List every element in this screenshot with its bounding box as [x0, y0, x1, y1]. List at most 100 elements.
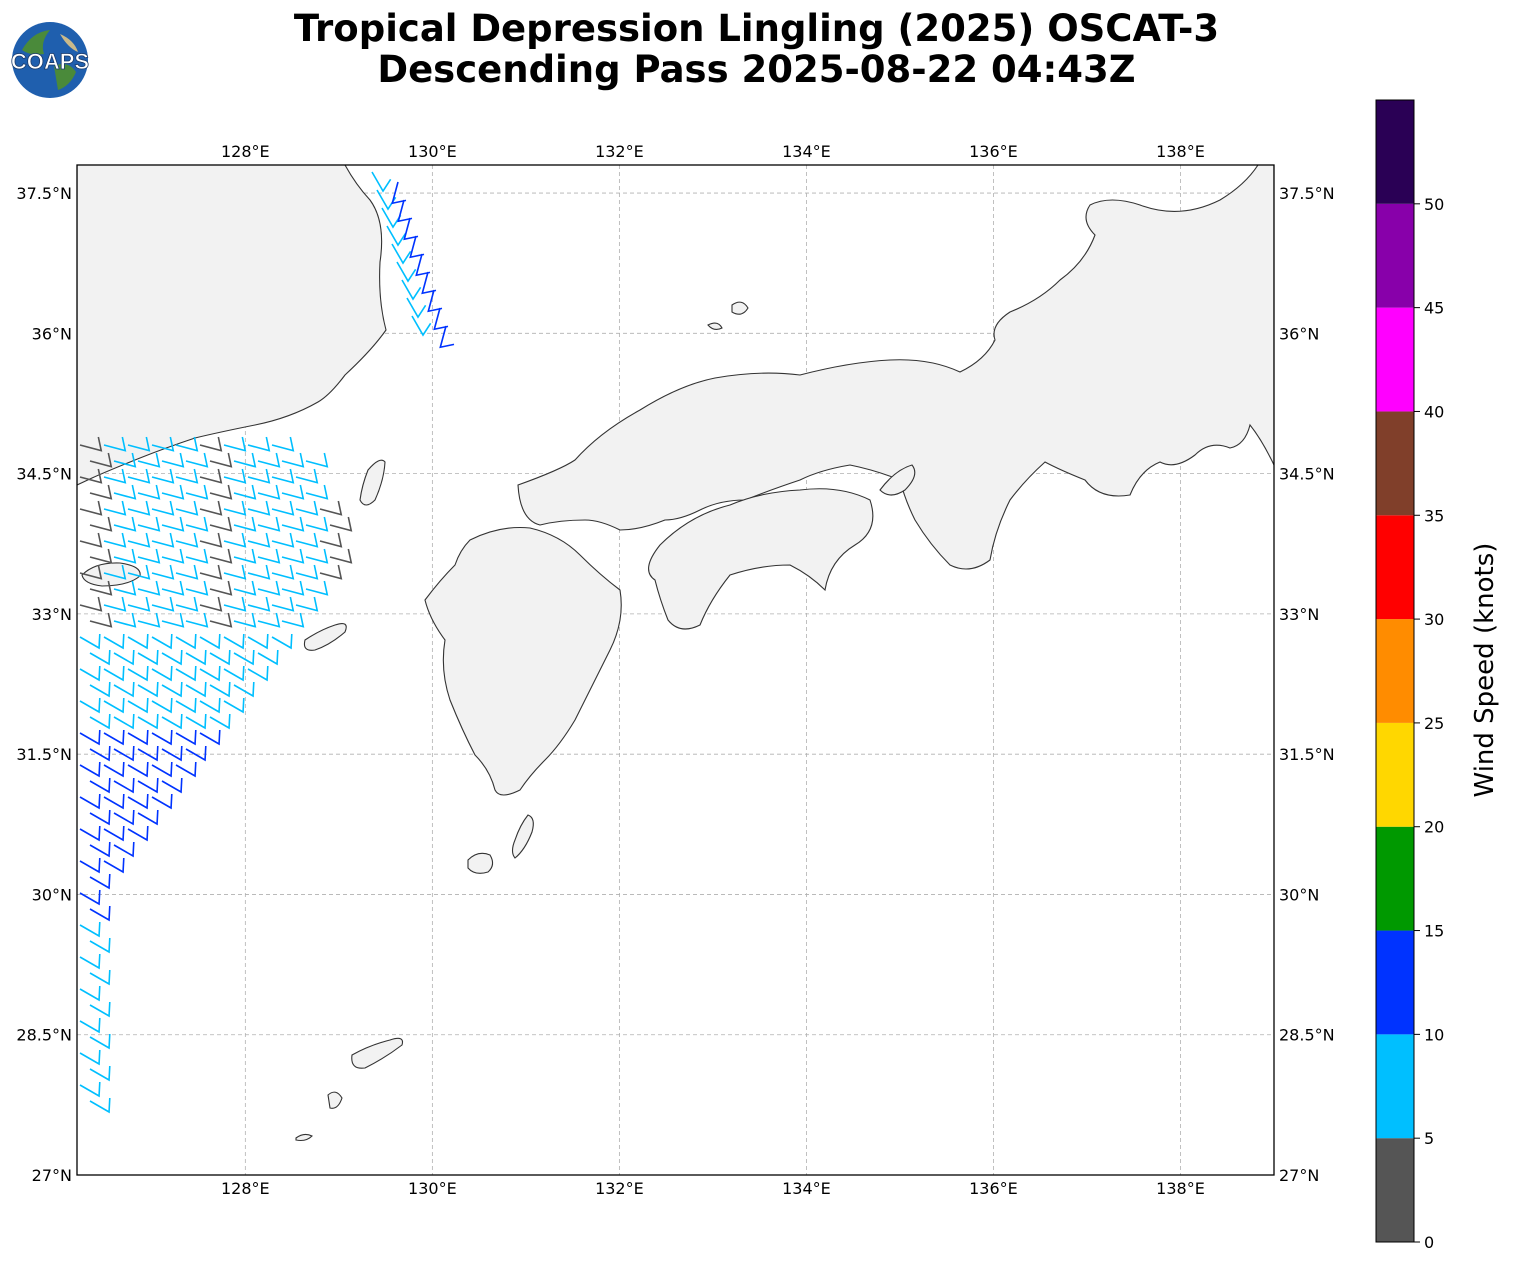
logo-text: COAPS — [11, 49, 89, 74]
lat-tick-label-left: 34.5°N — [16, 465, 72, 484]
wind-barb — [271, 468, 295, 484]
wind-barb — [295, 564, 319, 580]
wind-barb — [247, 564, 271, 580]
wind-barb — [127, 564, 151, 580]
wind-barb — [396, 261, 417, 283]
wind-barb — [89, 548, 113, 564]
lat-tick-label-right: 31.5°N — [1279, 745, 1335, 764]
lat-tick-label-left: 37.5°N — [16, 184, 72, 203]
wind-barb — [233, 516, 257, 532]
land-awaji — [879, 464, 916, 496]
wind-barb — [161, 612, 185, 628]
wind-barb — [371, 171, 392, 193]
land-yakushima — [467, 852, 494, 874]
wind-barb — [175, 436, 199, 452]
land-amami — [351, 1037, 404, 1069]
wind-barb — [103, 532, 127, 548]
wind-barb — [223, 436, 247, 452]
wind-barb — [89, 681, 111, 698]
wind-barb — [127, 633, 149, 650]
wind-barbs — [79, 171, 455, 1114]
wind-barb — [271, 500, 295, 516]
wind-barb — [397, 199, 413, 223]
wind-barb — [233, 452, 257, 468]
lat-tick-label-right: 28.5°N — [1279, 1026, 1335, 1045]
lon-tick-label-top: 134°E — [782, 142, 831, 161]
colorbar-label: Wind Speed (knots) — [1470, 542, 1500, 798]
wind-barb — [223, 468, 247, 484]
lon-tick-label-top: 136°E — [969, 142, 1018, 161]
wind-barb — [151, 633, 173, 650]
wind-barb — [151, 596, 175, 612]
wind-barb — [257, 649, 279, 666]
wind-barb — [79, 500, 103, 516]
wind-barb — [113, 580, 137, 596]
wind-barb — [305, 548, 329, 564]
wind-barb — [161, 548, 185, 564]
wind-barb — [79, 436, 103, 452]
wind-barb — [79, 1081, 101, 1098]
lon-tick-label-bottom: 128°E — [221, 1179, 270, 1198]
wind-barb — [89, 580, 113, 596]
wind-barb — [185, 548, 209, 564]
coaps-logo: COAPS — [10, 22, 90, 98]
wind-barb — [175, 596, 199, 612]
wind-barb — [175, 468, 199, 484]
wind-barb — [161, 452, 185, 468]
wind-barb — [89, 937, 111, 954]
lat-tick-label-right: 27°N — [1279, 1166, 1319, 1185]
wind-barb — [79, 564, 103, 580]
wind-barb — [295, 500, 319, 516]
wind-barb — [199, 532, 223, 548]
land-oki — [707, 301, 749, 331]
wind-barb — [199, 500, 223, 516]
wind-barb — [329, 548, 353, 564]
lat-tick-label-right: 37.5°N — [1279, 184, 1335, 203]
wind-barb — [271, 436, 295, 452]
wind-barb — [329, 516, 353, 532]
wind-barb — [185, 484, 209, 500]
wind-barb — [103, 729, 125, 746]
wind-barb — [295, 468, 319, 484]
lat-tick-label-left: 36°N — [32, 324, 72, 343]
wind-barb — [79, 793, 101, 810]
wind-barb — [223, 633, 245, 650]
wind-barb — [199, 729, 221, 746]
land-tsushima — [359, 459, 386, 506]
wind-barb — [281, 612, 305, 628]
wind-barb — [247, 532, 271, 548]
wind-barb — [199, 436, 223, 452]
wind-barb — [223, 532, 247, 548]
wind-barb — [79, 857, 101, 874]
wind-barb — [103, 468, 127, 484]
wind-barb — [151, 500, 175, 516]
wind-barb — [223, 564, 247, 580]
land-goto — [303, 623, 347, 651]
wind-barb — [415, 253, 431, 277]
wind-barb — [161, 713, 183, 730]
wind-barb — [257, 516, 281, 532]
lon-tick-label-bottom: 134°E — [782, 1179, 831, 1198]
wind-barb — [113, 649, 135, 666]
land-tokunoshima — [327, 1091, 343, 1109]
wind-barb — [199, 665, 221, 682]
wind-barb — [127, 729, 149, 746]
wind-barb — [199, 468, 223, 484]
wind-barb — [137, 713, 159, 730]
wind-barb — [305, 516, 329, 532]
wind-barb — [271, 596, 295, 612]
lon-tick-label-bottom: 136°E — [969, 1179, 1018, 1198]
wind-barb — [151, 729, 173, 746]
land-layer — [77, 165, 1274, 1142]
wind-barb — [137, 580, 161, 596]
axis-tick-labels: 128°E 128°E 130°E 130°E 132°E 132°E 134°E 134°E… — [16, 142, 1334, 1198]
wind-barb — [161, 649, 183, 666]
land-korea — [77, 165, 387, 486]
wind-barb — [305, 452, 329, 468]
wind-barb — [103, 596, 127, 612]
wind-barb — [319, 564, 343, 580]
wind-barb — [89, 873, 111, 890]
wind-barb — [127, 761, 149, 778]
wind-barb — [103, 761, 125, 778]
wind-barb — [421, 271, 437, 295]
